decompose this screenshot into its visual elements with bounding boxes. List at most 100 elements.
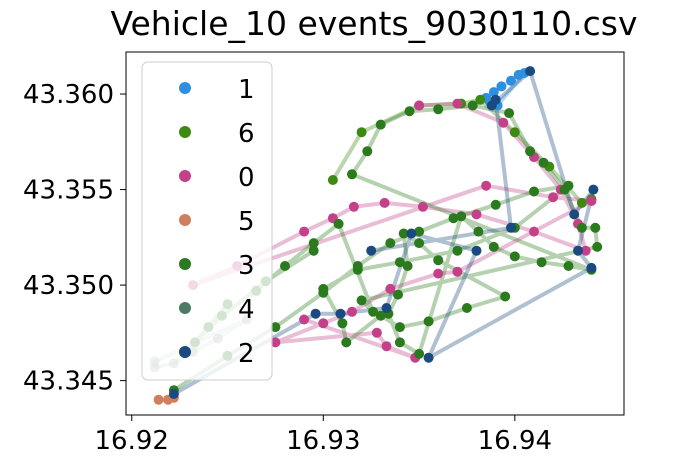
point-series-0-28 — [299, 314, 310, 325]
point-series-0-17 — [548, 192, 559, 203]
point-series-3-35 — [536, 257, 547, 268]
legend-box — [141, 61, 273, 381]
point-series-2-8 — [573, 245, 583, 256]
point-series-3-19 — [394, 322, 405, 333]
y-tick-label: 43.360 — [23, 80, 114, 110]
y-tick-label: 43.350 — [23, 271, 114, 301]
point-series-3-46 — [538, 157, 549, 168]
chart-title: Vehicle_10 events_9030110.csv — [110, 4, 637, 43]
point-series-2-6 — [423, 352, 434, 363]
point-series-3-50 — [592, 241, 603, 252]
point-series-0-23 — [318, 318, 329, 329]
point-series-3-51 — [356, 295, 367, 306]
point-series-0-0 — [414, 100, 425, 111]
point-series-0-26 — [381, 341, 392, 352]
point-series-3-21 — [461, 303, 472, 313]
point-series-3-31 — [456, 211, 467, 222]
point-series-3-7 — [448, 213, 459, 224]
point-series-0-6 — [580, 245, 591, 256]
point-series-3-18 — [375, 310, 386, 321]
point-series-0-13 — [299, 226, 310, 237]
point-series-3-36 — [563, 261, 574, 271]
point-series-0-19 — [452, 266, 463, 277]
legend-marker-2 — [179, 346, 191, 358]
point-series-0-25 — [371, 327, 382, 338]
legend-label-0: 0 — [238, 163, 255, 193]
point-series-3-17 — [341, 337, 352, 348]
x-tick-label: 16.92 — [95, 426, 169, 456]
legend-label-1: 1 — [238, 75, 255, 105]
point-series-0-1 — [452, 98, 463, 109]
point-series-0-8 — [471, 209, 482, 220]
point-series-3-54 — [308, 238, 319, 249]
point-series-3-55 — [280, 261, 290, 271]
point-series-3-9 — [529, 186, 539, 197]
legend: 1 6 0 5 3 4 2 — [141, 61, 273, 381]
legend-marker-5 — [179, 214, 191, 226]
legend-marker-3 — [179, 258, 191, 270]
point-series-0-22 — [347, 306, 357, 317]
x-tick-label: 16.93 — [286, 426, 360, 456]
point-series-3-53 — [333, 218, 344, 229]
point-series-0-21 — [385, 283, 396, 294]
point-series-1-3 — [506, 75, 516, 86]
point-series-0-11 — [348, 201, 359, 212]
point-series-3-29 — [394, 337, 405, 348]
point-series-3-42 — [433, 104, 444, 115]
legend-label-5: 5 — [238, 207, 255, 237]
point-series-2-9 — [588, 184, 599, 195]
point-series-6-5 — [509, 127, 520, 138]
point-series-2-13 — [490, 94, 501, 105]
point-series-3-15 — [318, 283, 329, 294]
legend-marker-1 — [179, 82, 191, 94]
point-series-3-8 — [490, 199, 501, 210]
point-series-3-47 — [559, 184, 570, 195]
point-series-3-12 — [452, 245, 463, 256]
point-series-0-24 — [270, 337, 281, 348]
point-series-3-30 — [414, 348, 425, 359]
point-series-3-43 — [467, 100, 478, 111]
legend-marker-0 — [179, 170, 191, 182]
point-series-3-25 — [398, 228, 409, 239]
point-series-2-5 — [471, 245, 482, 256]
point-series-2-0 — [168, 389, 179, 399]
point-series-0-16 — [481, 180, 492, 191]
point-series-3-27 — [393, 289, 403, 300]
y-tick-label: 43.345 — [23, 367, 114, 397]
point-series-0-10 — [379, 197, 390, 208]
point-series-3-32 — [473, 226, 484, 237]
point-series-3-39 — [362, 146, 373, 157]
point-series-2-2 — [335, 308, 346, 319]
point-series-3-62 — [308, 245, 319, 256]
point-series-0-20 — [433, 268, 444, 279]
point-series-3-48 — [576, 222, 587, 233]
legend-label-6: 6 — [238, 119, 255, 149]
legend-marker-4 — [179, 302, 191, 314]
x-tick-label: 16.94 — [478, 426, 552, 456]
point-series-2-4 — [406, 228, 417, 239]
point-series-6-7 — [576, 197, 587, 208]
point-series-3-26 — [402, 261, 413, 271]
point-series-1-2 — [496, 81, 507, 92]
y-tick-label: 43.355 — [23, 176, 114, 206]
legend-label-3: 3 — [238, 251, 255, 281]
point-series-3-24 — [414, 238, 425, 249]
point-series-2-7 — [586, 262, 597, 273]
point-series-3-6 — [414, 226, 425, 237]
point-series-3-38 — [347, 169, 357, 180]
point-series-1-1 — [488, 87, 499, 98]
point-series-3-22 — [500, 291, 511, 302]
point-series-6-1 — [356, 127, 367, 138]
point-series-3-5 — [385, 238, 396, 249]
point-series-0-9 — [417, 201, 428, 212]
legend-marker-6 — [179, 126, 191, 138]
point-series-2-1 — [310, 308, 321, 319]
point-series-3-20 — [423, 316, 434, 327]
point-series-3-44 — [504, 108, 515, 119]
point-series-3-13 — [394, 257, 405, 268]
point-series-0-18 — [586, 196, 597, 206]
point-series-2-15 — [366, 245, 377, 256]
point-series-0-7 — [529, 226, 539, 237]
point-series-3-33 — [488, 241, 499, 252]
